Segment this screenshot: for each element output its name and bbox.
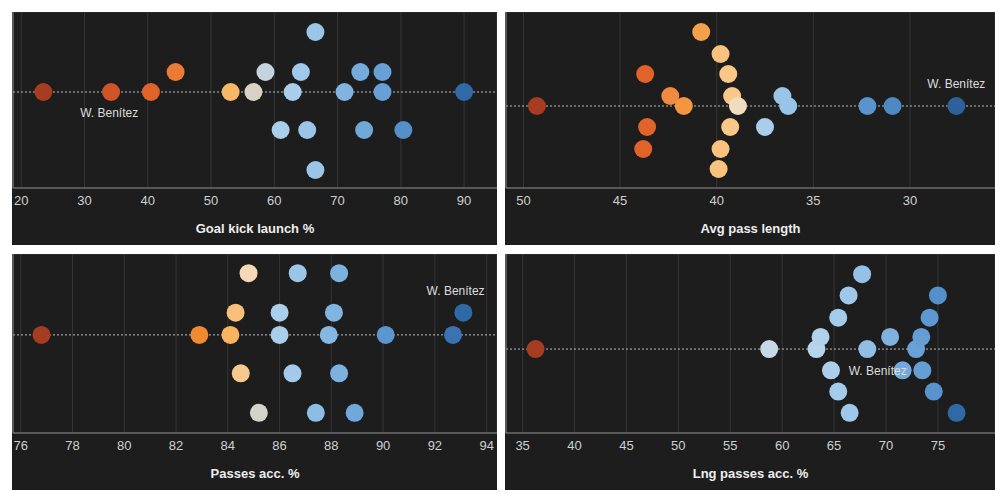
svg-text:90: 90 [376, 438, 390, 453]
svg-text:86: 86 [272, 438, 286, 453]
svg-text:20: 20 [14, 193, 28, 208]
svg-text:94: 94 [479, 438, 493, 453]
svg-text:55: 55 [723, 438, 737, 453]
svg-text:88: 88 [324, 438, 338, 453]
svg-text:Passes acc. %: Passes acc. % [211, 466, 300, 481]
svg-text:80: 80 [117, 438, 131, 453]
svg-text:80: 80 [394, 193, 408, 208]
svg-text:82: 82 [169, 438, 183, 453]
svg-text:45: 45 [619, 438, 633, 453]
svg-text:60: 60 [775, 438, 789, 453]
svg-text:50: 50 [516, 193, 530, 208]
svg-text:84: 84 [221, 438, 235, 453]
svg-text:76: 76 [14, 438, 28, 453]
svg-text:35: 35 [515, 438, 529, 453]
svg-text:40: 40 [141, 193, 155, 208]
svg-text:65: 65 [827, 438, 841, 453]
svg-text:92: 92 [428, 438, 442, 453]
svg-text:Goal kick launch %: Goal kick launch % [196, 221, 315, 236]
svg-text:40: 40 [567, 438, 581, 453]
svg-text:75: 75 [931, 438, 945, 453]
svg-text:40: 40 [709, 193, 723, 208]
svg-text:W. Benítez: W. Benítez [80, 106, 138, 120]
svg-text:W. Benítez: W. Benítez [849, 364, 907, 378]
svg-text:90: 90 [457, 193, 471, 208]
svg-text:W. Benítez: W. Benítez [427, 284, 485, 298]
svg-text:60: 60 [267, 193, 281, 208]
svg-text:45: 45 [613, 193, 627, 208]
svg-text:Avg pass length: Avg pass length [701, 221, 801, 236]
svg-text:70: 70 [879, 438, 893, 453]
svg-text:30: 30 [77, 193, 91, 208]
svg-text:50: 50 [204, 193, 218, 208]
svg-text:W. Benítez: W. Benítez [927, 77, 985, 91]
svg-text:70: 70 [330, 193, 344, 208]
svg-text:30: 30 [903, 193, 917, 208]
svg-text:Lng passes acc. %: Lng passes acc. % [693, 466, 809, 481]
svg-text:78: 78 [65, 438, 79, 453]
svg-text:35: 35 [806, 193, 820, 208]
svg-text:50: 50 [671, 438, 685, 453]
